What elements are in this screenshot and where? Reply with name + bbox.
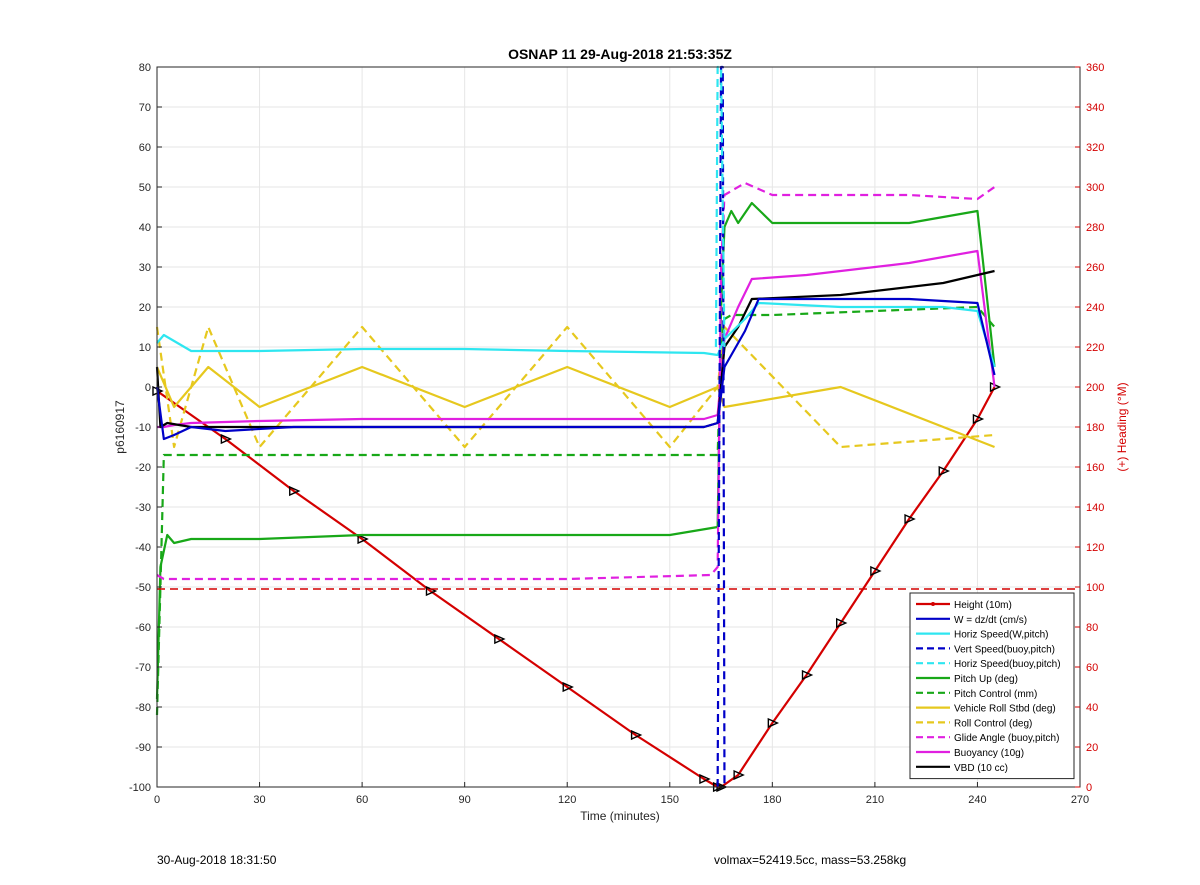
x-tick-label: 150 (661, 794, 679, 806)
height-marker (289, 485, 301, 497)
y2-tick-label: 180 (1086, 422, 1104, 434)
x-tick-label: 90 (459, 794, 471, 806)
y2-tick-label: 80 (1086, 622, 1098, 634)
legend-label: Pitch Control (mm) (954, 689, 1037, 700)
x-tick-label: 270 (1071, 794, 1089, 806)
y-axis-right: 0 20 40 60 80 100 120 140 160 180 200 220 240 260 280 3… (1075, 62, 1104, 794)
y2-tick-label: 220 (1086, 342, 1104, 354)
x-tick-label: 30 (253, 794, 265, 806)
series-buoyancy-10g (157, 249, 996, 429)
y2-tick-label: 0 (1086, 782, 1092, 794)
legend-label: Horiz Speed(W,pitch) (954, 630, 1048, 641)
y-tick-label: -10 (135, 422, 151, 434)
height-marker (870, 565, 882, 577)
height-marker (733, 769, 745, 781)
legend-label: Roll Control (deg) (954, 718, 1032, 729)
legend-label: Height (10m) (954, 600, 1012, 611)
height-marker (494, 633, 506, 645)
y-tick-label: 80 (139, 62, 151, 74)
height-marker (904, 513, 916, 525)
y-tick-label: -40 (135, 542, 151, 554)
y2-tick-label: 40 (1086, 702, 1098, 714)
y2-tick-label: 160 (1086, 462, 1104, 474)
y-tick-label: 70 (139, 102, 151, 114)
y-axis-left: -100-90-80-70-60-50-40-30-20-10010203040… (129, 62, 162, 794)
x-tick-label: 210 (866, 794, 884, 806)
y-tick-label: -100 (129, 782, 151, 794)
x-tick-label: 180 (763, 794, 781, 806)
legend-label: Pitch Up (deg) (954, 674, 1018, 685)
y2-tick-label: 100 (1086, 582, 1104, 594)
y-tick-label: 30 (139, 262, 151, 274)
chart-title: OSNAP 11 29-Aug-2018 21:53:35Z (508, 46, 732, 62)
series-w-dz-dt-cm-s (155, 297, 996, 441)
height-marker (357, 533, 369, 545)
x-tick-label: 120 (558, 794, 576, 806)
height-marker (220, 433, 233, 445)
y2-tick-label: 140 (1086, 502, 1104, 514)
y-tick-label: 50 (139, 182, 151, 194)
y2-tick-label: 260 (1086, 262, 1104, 274)
series-horiz-speed-buoy-pitch (714, 65, 726, 348)
y-tick-label: -90 (135, 742, 151, 754)
series-horiz-speed-w-pitch (156, 301, 996, 368)
x-tick-label: 60 (356, 794, 368, 806)
series-roll-control-deg (155, 325, 995, 449)
legend-label: Buoyancy (10g) (954, 748, 1024, 759)
y-tick-label: -70 (135, 662, 151, 674)
series-pitch-control-mm (155, 305, 996, 716)
footer-timestamp: 30-Aug-2018 18:31:50 (157, 853, 277, 867)
y2-tick-label: 320 (1086, 142, 1104, 154)
x-axis-label: Time (minutes) (580, 809, 660, 823)
height-marker (836, 617, 848, 629)
height-marker (699, 773, 711, 785)
legend-box (909, 592, 1075, 780)
y-tick-label: 40 (139, 222, 151, 234)
height-marker (801, 669, 814, 681)
y2-tick-label: 300 (1086, 182, 1104, 194)
legend-label: W = dz/dt (cm/s) (954, 615, 1027, 626)
height-marker (562, 681, 574, 693)
legend-label: VBD (10 cc) (954, 763, 1008, 774)
y-tick-label: -50 (135, 582, 151, 594)
legend: Height (10m) W = dz/dt (cm/s) Horiz Speed(… (909, 592, 1075, 780)
y2-tick-label: 60 (1086, 662, 1098, 674)
y-tick-label: 60 (139, 142, 151, 154)
height-marker (767, 717, 780, 729)
y2-tick-label: 340 (1086, 102, 1104, 114)
y2-tick-label: 280 (1086, 222, 1104, 234)
y-tick-label: 10 (139, 342, 151, 354)
x-tick-label: 0 (154, 794, 160, 806)
y2-tick-label: 200 (1086, 382, 1104, 394)
y-tick-label: -30 (135, 502, 151, 514)
legend-label: Glide Angle (buoy,pitch) (954, 733, 1059, 744)
legend-label: Vehicle Roll Stbd (deg) (954, 704, 1056, 715)
legend-marker (931, 602, 935, 606)
y-tick-label: 0 (145, 382, 151, 394)
y2-tick-label: 20 (1086, 742, 1098, 754)
y2-tick-label: 120 (1086, 542, 1104, 554)
y-tick-label: -20 (135, 462, 151, 474)
height-marker (630, 729, 643, 741)
legend-label: Vert Speed(buoy,pitch) (954, 644, 1055, 655)
y-axis-label: p6160917 (113, 400, 127, 454)
y-tick-label: 20 (139, 302, 151, 314)
y-tick-label: -80 (135, 702, 151, 714)
height-marker (938, 465, 950, 477)
footer-volmax-mass: volmax=52419.5cc, mass=53.258kg (714, 853, 907, 867)
y2-tick-label: 240 (1086, 302, 1104, 314)
height-marker (972, 413, 985, 425)
legend-label: Horiz Speed(buoy,pitch) (954, 659, 1061, 670)
y-tick-label: -60 (135, 622, 151, 634)
y2-axis-label: (+) Heading (°M) (1115, 382, 1129, 471)
y2-tick-label: 360 (1086, 62, 1104, 74)
x-axis: 0 30 60 90 120 150 180 210 240 270 (154, 782, 1089, 806)
x-tick-label: 240 (968, 794, 986, 806)
